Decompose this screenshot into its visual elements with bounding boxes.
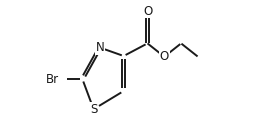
Text: O: O — [160, 50, 169, 63]
Text: S: S — [90, 103, 97, 116]
Text: N: N — [95, 41, 104, 54]
Text: Br: Br — [46, 73, 58, 86]
Text: O: O — [143, 5, 152, 18]
